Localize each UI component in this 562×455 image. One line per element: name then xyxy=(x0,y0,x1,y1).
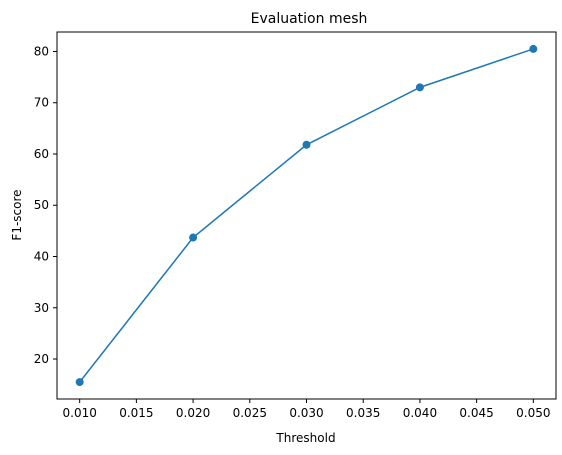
x-tick-label: 0.035 xyxy=(346,406,380,420)
data-point xyxy=(75,378,84,387)
data-point xyxy=(529,44,538,53)
y-axis-label: F1-score xyxy=(10,189,24,240)
y-tick-label: 30 xyxy=(34,301,49,315)
data-point xyxy=(415,83,424,92)
series-line xyxy=(79,48,534,383)
data-point xyxy=(189,233,198,242)
y-tick-label: 70 xyxy=(34,96,49,110)
x-tick-label: 0.050 xyxy=(516,406,550,420)
plot-frame xyxy=(56,31,557,400)
y-tick-label: 40 xyxy=(34,250,49,264)
y-axis: 20 30 40 50 60 70 80 xyxy=(34,44,57,366)
data-point xyxy=(302,140,311,149)
x-axis: 0.010 0.015 0.020 0.025 0.030 0.035 0.040 0.045… xyxy=(63,399,550,420)
x-axis-label: Threshold xyxy=(275,431,335,445)
y-tick-label: 20 xyxy=(34,352,49,366)
x-tick-label: 0.040 xyxy=(403,406,437,420)
y-tick-label: 60 xyxy=(34,147,49,161)
chart-title: Evaluation mesh xyxy=(251,11,368,27)
x-tick-label: 0.010 xyxy=(63,406,97,420)
y-tick-label: 80 xyxy=(34,44,49,58)
x-tick-label: 0.025 xyxy=(233,406,267,420)
x-tick-label: 0.045 xyxy=(459,406,493,420)
y-tick-label: 50 xyxy=(34,198,49,212)
x-tick-label: 0.015 xyxy=(119,406,153,420)
plot-area xyxy=(56,31,557,400)
x-tick-label: 0.020 xyxy=(176,406,210,420)
x-tick-label: 0.030 xyxy=(289,406,323,420)
series-layer xyxy=(75,44,538,387)
